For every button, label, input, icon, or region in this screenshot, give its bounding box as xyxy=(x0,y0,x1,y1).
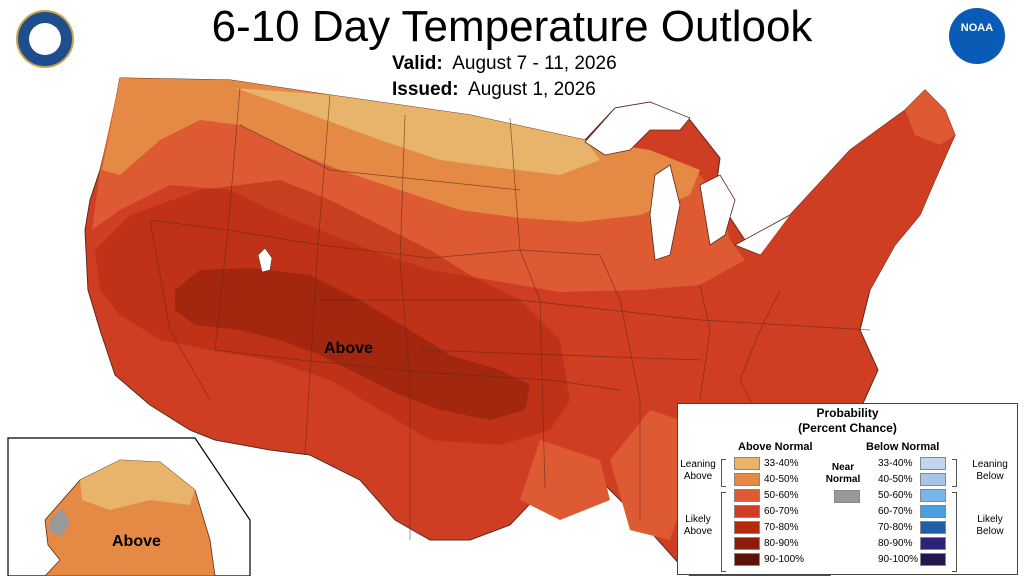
likely-below-label: Likely Below xyxy=(976,514,1004,537)
above-normal-label: 40-50% xyxy=(764,474,799,485)
above-normal-label: 70-80% xyxy=(764,522,799,533)
great-lakes xyxy=(584,101,806,261)
band-40-50 xyxy=(102,78,700,222)
below-normal-label: 80-90% xyxy=(878,538,913,549)
above-normal-swatch xyxy=(734,521,760,534)
below-normal-label: 33-40% xyxy=(878,458,913,469)
texas-50-60 xyxy=(520,440,610,520)
above-normal-label: 60-70% xyxy=(764,506,799,517)
below-normal-swatch xyxy=(920,537,946,550)
legend-subtitle: (Percent Chance) xyxy=(798,421,897,435)
below-normal-swatch xyxy=(920,521,946,534)
valid-label: Valid: xyxy=(392,53,443,74)
conus-above-label: Above xyxy=(324,340,373,357)
issued-label: Issued: xyxy=(392,79,459,100)
band-80-90 xyxy=(175,268,530,420)
above-normal-label: 50-60% xyxy=(764,490,799,501)
northeast-region xyxy=(760,90,955,300)
noaa-logo-text: NOAA xyxy=(960,22,994,34)
below-normal-swatch xyxy=(920,489,946,502)
probability-legend: Probability (Percent Chance) Above Norma… xyxy=(677,403,1018,575)
alaska-inset xyxy=(7,437,251,576)
alaska-above-label: Above xyxy=(112,533,161,550)
above-normal-label: 33-40% xyxy=(764,458,799,469)
noaa-logo: NOAA xyxy=(949,8,1005,64)
below-normal-swatch xyxy=(920,457,946,470)
below-normal-swatch xyxy=(920,553,946,566)
likely-above-brace xyxy=(721,492,726,572)
alaska-north-33-40 xyxy=(80,460,195,510)
eagle-icon xyxy=(29,23,61,55)
valid-value: August 7 - 11, 2026 xyxy=(452,53,617,74)
above-normal-swatch xyxy=(734,553,760,566)
above-normal-label: 90-100% xyxy=(764,554,805,565)
maine-50-60 xyxy=(905,90,955,145)
above-normal-swatch xyxy=(734,473,760,486)
near-normal-swatch xyxy=(834,490,860,503)
likely-above-label: Likely Above xyxy=(683,514,713,537)
department-of-commerce-seal xyxy=(16,10,74,68)
above-normal-swatch xyxy=(734,537,760,550)
leaning-below-brace xyxy=(952,459,957,487)
above-normal-title: Above Normal xyxy=(738,441,813,453)
great-salt-lake xyxy=(257,247,273,273)
likely-below-brace xyxy=(952,492,957,572)
above-normal-swatch xyxy=(734,489,760,502)
below-normal-label: 90-100% xyxy=(878,554,919,565)
near-normal-label: Near Normal xyxy=(825,462,861,485)
above-normal-swatch xyxy=(734,505,760,518)
band-33-40 xyxy=(235,88,600,175)
leaning-above-label: Leaning Above xyxy=(680,459,716,482)
alaska-near-normal xyxy=(50,508,70,536)
issued-value: August 1, 2026 xyxy=(468,79,596,100)
above-normal-swatch xyxy=(734,457,760,470)
below-normal-label: 60-70% xyxy=(878,506,913,517)
above-normal-label: 80-90% xyxy=(764,538,799,549)
leaning-below-label: Leaning Below xyxy=(972,459,1008,482)
below-normal-title: Below Normal xyxy=(866,441,940,453)
valid-line: Valid: August 7 - 11, 2026 xyxy=(392,53,617,75)
below-normal-swatch xyxy=(920,505,946,518)
issued-line: Issued: August 1, 2026 xyxy=(392,79,596,101)
below-normal-label: 50-60% xyxy=(878,490,913,501)
leaning-above-brace xyxy=(721,459,726,487)
below-normal-label: 40-50% xyxy=(878,474,913,485)
below-normal-label: 70-80% xyxy=(878,522,913,533)
page-title: 6-10 Day Temperature Outlook xyxy=(211,2,813,51)
below-normal-swatch xyxy=(920,473,946,486)
legend-title: Probability xyxy=(816,406,879,420)
southeast-50-60 xyxy=(610,410,690,540)
